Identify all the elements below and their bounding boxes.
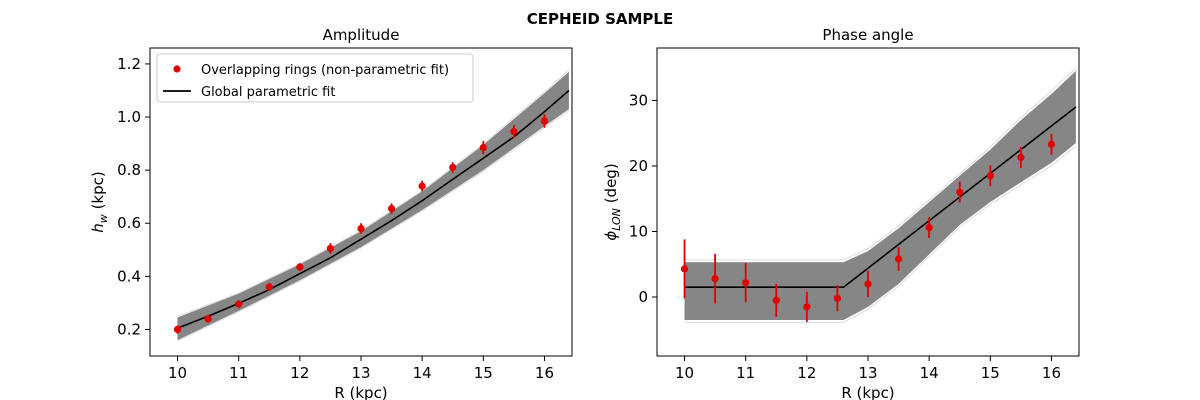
amplitude-y-axis-title: hw (kpc)	[89, 171, 110, 232]
amplitude-data-point	[265, 283, 273, 291]
amplitude-y-tick-label: 1.0	[117, 108, 141, 126]
amplitude-data-point	[510, 128, 518, 136]
phase-x-tick-label: 15	[981, 364, 1000, 382]
phase-plot-area	[680, 67, 1077, 323]
phase-x-tick-label: 14	[920, 364, 939, 382]
phase-x-tick-label: 12	[797, 364, 816, 382]
amplitude-x-tick-label: 11	[229, 364, 248, 382]
phase-data-point	[864, 280, 872, 288]
amplitude-data-point	[326, 244, 335, 253]
phase-data-point	[680, 265, 689, 273]
amplitude-x-tick-label: 12	[290, 364, 309, 382]
amplitude-x-tick-label: 16	[535, 364, 554, 382]
amplitude-x-tick-label: 15	[474, 364, 493, 382]
phase-data-point	[772, 296, 780, 304]
amplitude-x-axis-title: R (kpc)	[334, 384, 387, 400]
phase-panel-title: Phase angle	[822, 26, 913, 44]
phase-angle-panel: 10 11 12 13 14 15 16 0 10 20 30 Phase angle R (kpc) ϕ…	[602, 26, 1080, 400]
figure-title: CEPHEID SAMPLE	[527, 10, 673, 28]
amplitude-posterior-draw-line	[177, 75, 570, 321]
phase-ring-points	[680, 133, 1056, 322]
amplitude-posterior-draw-line	[177, 81, 570, 325]
amplitude-data-point	[204, 315, 212, 323]
phase-global-fit-line	[684, 106, 1077, 289]
amplitude-x-tick-label: 10	[168, 364, 187, 382]
phase-posterior-draw-line	[684, 145, 1077, 323]
amplitude-data-point	[296, 263, 304, 271]
amplitude-plot-area	[173, 69, 570, 342]
phase-data-point	[894, 255, 903, 263]
phase-y-tick-label: 20	[629, 157, 648, 175]
amplitude-legend-box	[156, 53, 474, 103]
phase-x-tick-label: 16	[1042, 364, 1061, 382]
amplitude-x-tick-label: 13	[351, 364, 370, 382]
phase-data-point	[803, 303, 811, 311]
amplitude-data-point	[387, 205, 396, 213]
phase-data-point	[711, 275, 719, 283]
phase-data-point	[1047, 140, 1056, 148]
amplitude-y-tick-label: 0.8	[117, 161, 141, 179]
phase-data-point	[1017, 153, 1025, 162]
amplitude-y-tick-label: 0.6	[117, 214, 141, 232]
phase-data-point	[956, 188, 964, 196]
amplitude-legend-label: Global parametric fit	[201, 85, 335, 100]
amplitude-global-fit-line	[177, 89, 570, 329]
amplitude-posterior-draw-line	[177, 69, 570, 318]
phase-y-axis-title: ϕLON (deg)	[602, 163, 623, 240]
phase-data-point	[986, 172, 994, 180]
amplitude-data-point	[235, 300, 243, 308]
amplitude-y-tick-label: 1.2	[117, 55, 141, 73]
phase-y-tick-label: 30	[629, 91, 648, 109]
amplitude-legend-label: Overlapping rings (non-parametric fit)	[201, 63, 449, 78]
amplitude-data-point	[449, 163, 457, 172]
amplitude-data-point	[173, 325, 182, 334]
amplitude-data-point	[479, 143, 487, 152]
phase-data-point	[925, 223, 933, 232]
amplitude-posterior-draw-line	[177, 110, 570, 342]
amplitude-data-point	[418, 182, 426, 190]
amplitude-legend-marker	[173, 65, 181, 73]
amplitude-fit-uncertainty-band	[177, 71, 569, 341]
phase-x-axis-title: R (kpc)	[841, 384, 894, 400]
amplitude-data-point	[540, 117, 549, 125]
amplitude-x-tick-label: 14	[413, 364, 432, 382]
amplitude-panel-title: Amplitude	[323, 26, 400, 44]
phase-posterior-draw-line	[684, 67, 1077, 261]
amplitude-data-point	[357, 224, 365, 233]
phase-y-tick-label: 10	[629, 222, 648, 240]
phase-data-point	[833, 294, 842, 302]
phase-y-tick-label: 0	[638, 288, 648, 306]
amplitude-legend: Overlapping rings (non-parametric fit) Gl…	[156, 53, 474, 103]
phase-x-tick-label: 11	[736, 364, 755, 382]
phase-x-tick-label: 13	[858, 364, 877, 382]
amplitude-ring-points	[173, 114, 549, 334]
amplitude-y-tick-label: 0.4	[117, 267, 141, 285]
phase-data-point	[742, 279, 750, 287]
phase-fit-uncertainty-band	[684, 70, 1076, 321]
amplitude-y-tick-label: 0.2	[117, 320, 141, 338]
phase-x-tick-label: 10	[675, 364, 694, 382]
amplitude-panel: 10 11 12 13 14 15 16 0.2 0.4 0.6 0.8 1.0 1.2 Amplitud…	[89, 26, 573, 400]
